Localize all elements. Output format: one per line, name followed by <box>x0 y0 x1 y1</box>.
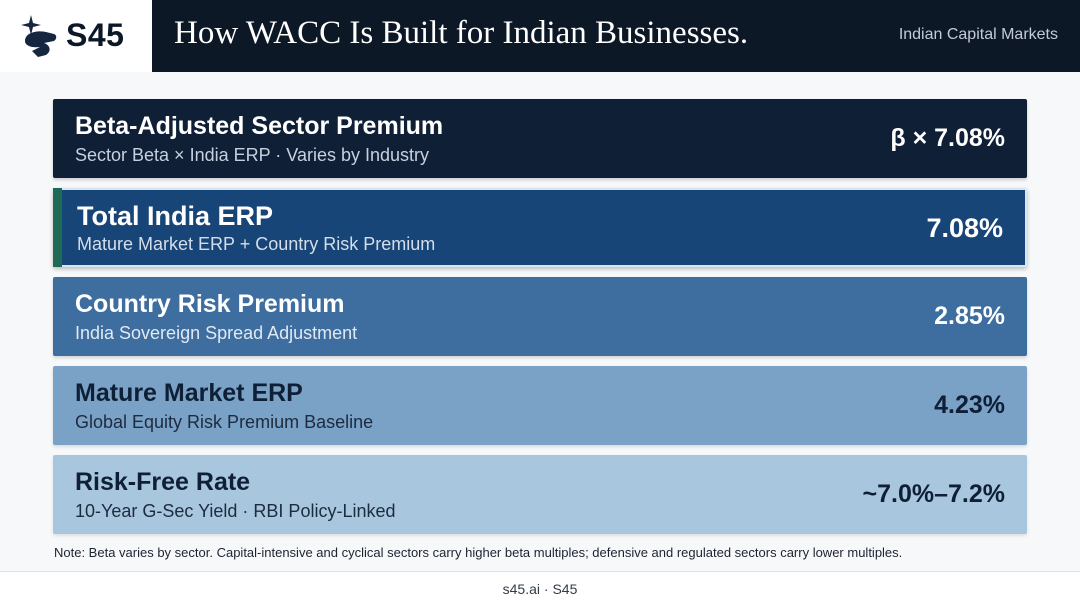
row-total-india-erp: Total India ERP Mature Market ERP + Coun… <box>53 188 1027 267</box>
header-bar: S45 How WACC Is Built for Indian Busines… <box>0 0 1080 72</box>
row-title: Total India ERP <box>77 201 274 231</box>
header-tagline: Indian Capital Markets <box>898 26 1058 43</box>
footer-bar: s45.ai · S45 <box>0 571 1080 603</box>
row-value: ~7.0%–7.2% <box>862 480 1005 508</box>
row-value: 2.85% <box>934 302 1005 330</box>
row-title: Country Risk Premium <box>75 290 345 318</box>
brand-name: S45 <box>66 17 125 53</box>
row-beta-adjusted-premium: Beta-Adjusted Sector Premium Sector Beta… <box>53 99 1027 178</box>
logo-area: S45 <box>0 0 152 72</box>
row-subtitle: Global Equity Risk Premium Baseline <box>75 412 374 432</box>
row-title: Mature Market ERP <box>75 379 303 407</box>
row-risk-free-rate: Risk-Free Rate 10-Year G-Sec Yield · RBI… <box>53 455 1027 534</box>
s45-logo-icon <box>21 15 57 57</box>
highlight-accent-bar <box>53 188 62 267</box>
row-subtitle: Mature Market ERP + Country Risk Premium <box>77 234 436 254</box>
row-subtitle: Sector Beta × India ERP · Varies by Indu… <box>75 145 430 165</box>
row-value: β × 7.08% <box>890 124 1005 152</box>
row-subtitle: 10-Year G-Sec Yield · RBI Policy-Linked <box>75 501 396 521</box>
row-value: 7.08% <box>926 213 1003 243</box>
row-mature-market-erp: Mature Market ERP Global Equity Risk Pre… <box>53 366 1027 445</box>
footer-text: s45.ai · S45 <box>502 581 578 597</box>
row-country-risk-premium: Country Risk Premium India Sovereign Spr… <box>53 277 1027 356</box>
row-subtitle: India Sovereign Spread Adjustment <box>75 323 358 343</box>
row-title: Beta-Adjusted Sector Premium <box>75 112 444 140</box>
page-title: How WACC Is Built for Indian Businesses. <box>174 15 749 51</box>
row-value: 4.23% <box>934 391 1005 419</box>
footnote: Note: Beta varies by sector. Capital-int… <box>54 545 903 560</box>
row-title: Risk-Free Rate <box>75 468 251 496</box>
